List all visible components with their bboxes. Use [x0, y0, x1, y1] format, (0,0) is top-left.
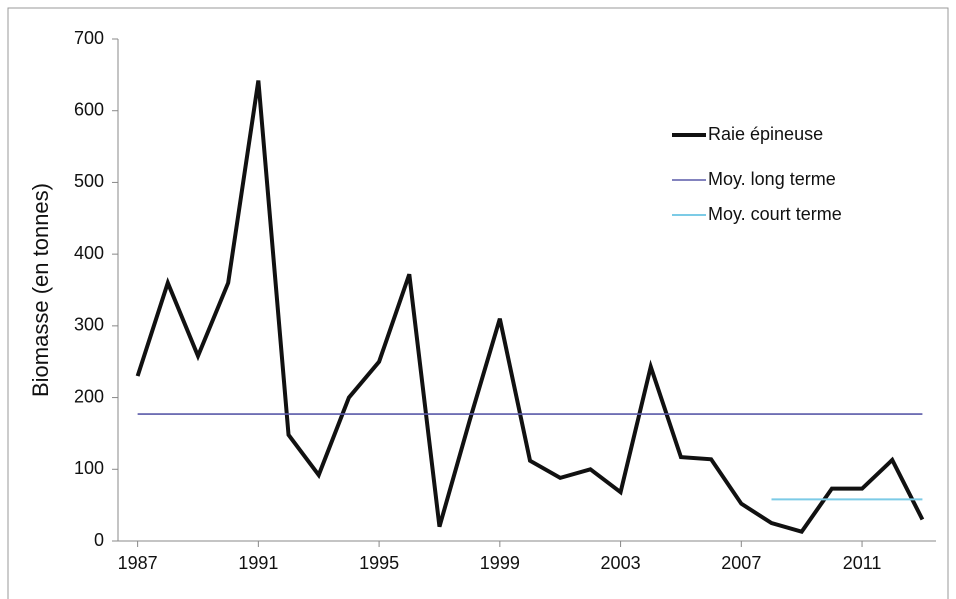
- x-tick-label: 2011: [843, 553, 882, 573]
- x-tick-label: 2003: [601, 553, 641, 573]
- y-tick-label: 300: [74, 315, 104, 335]
- frame: [7, 7, 949, 599]
- y-tick-label: 500: [74, 171, 104, 191]
- legend-label: Raie épineuse: [708, 124, 823, 144]
- x-tick-label: 1991: [238, 553, 278, 573]
- y-tick-label: 200: [74, 386, 104, 406]
- y-tick-label: 0: [94, 530, 104, 550]
- y-tick-label: 100: [74, 458, 104, 478]
- y-tick-label: 600: [74, 99, 104, 119]
- y-axis-label: Biomasse (en tonnes): [28, 183, 53, 397]
- x-tick-label: 1999: [480, 553, 520, 573]
- y-tick-label: 400: [74, 243, 104, 263]
- x-tick-label: 1987: [118, 553, 158, 573]
- legend-label: Moy. long terme: [708, 169, 836, 189]
- legend-label: Moy. court terme: [708, 204, 842, 224]
- data-line: [135, 80, 925, 534]
- y-tick-label: 700: [74, 28, 104, 48]
- x-tick-label: 2007: [721, 553, 761, 573]
- x-tick-label: 1995: [359, 553, 399, 573]
